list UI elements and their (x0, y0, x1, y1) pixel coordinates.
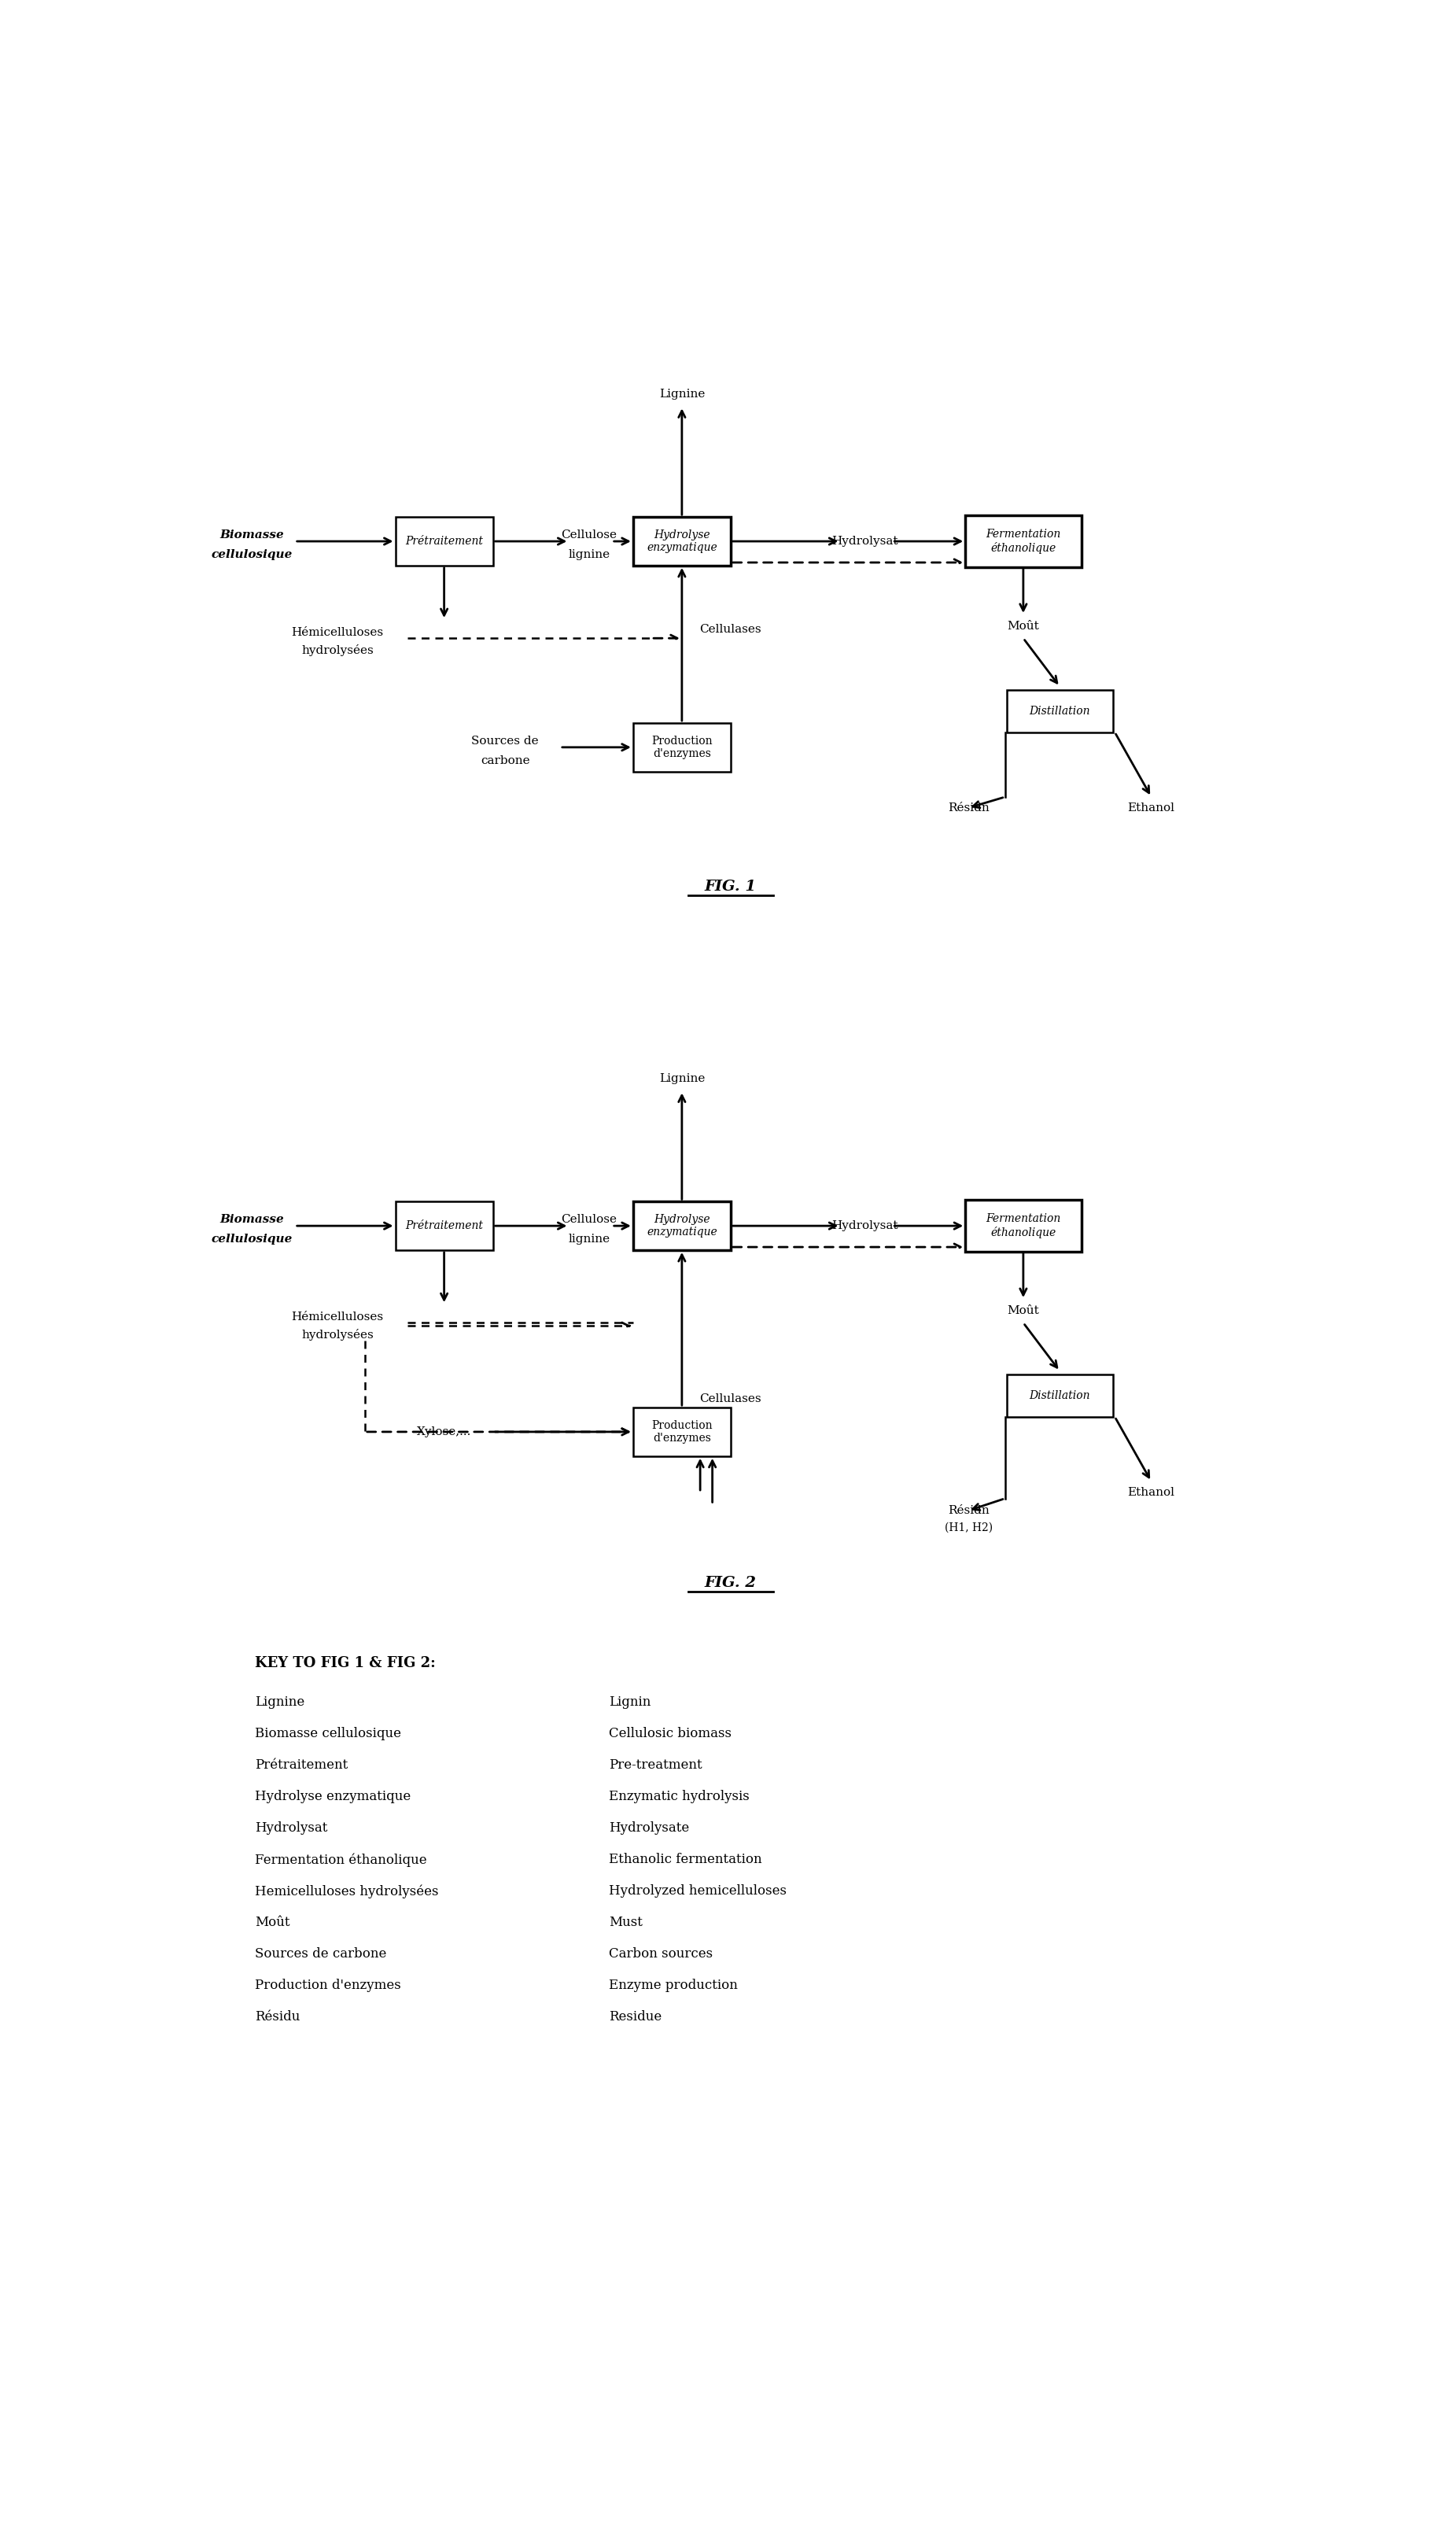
Text: Résidn: Résidn (948, 1505, 989, 1515)
Text: Hydrolyzed hemicelluloses: Hydrolyzed hemicelluloses (609, 1884, 786, 1899)
Text: Fermentation
éthanolique: Fermentation éthanolique (986, 529, 1061, 554)
Text: cellulosique: cellulosique (211, 1233, 293, 1246)
Text: Prétraitement: Prétraitement (255, 1759, 348, 1772)
Text: Prétraitement: Prétraitement (405, 1220, 483, 1230)
Text: Production d'enzymes: Production d'enzymes (255, 1978, 402, 1993)
Text: Cellulases: Cellulases (700, 623, 761, 636)
Text: (H1, H2): (H1, H2) (945, 1523, 993, 1533)
Text: Hydrolysat: Hydrolysat (255, 1823, 328, 1835)
Text: Résidn: Résidn (948, 803, 989, 813)
FancyBboxPatch shape (1006, 689, 1114, 732)
Text: KEY TO FIG 1 & FIG 2:: KEY TO FIG 1 & FIG 2: (255, 1655, 435, 1670)
FancyBboxPatch shape (965, 1200, 1082, 1251)
Text: Cellulosic biomass: Cellulosic biomass (609, 1726, 731, 1741)
Text: Hydrolyse
enzymatique: Hydrolyse enzymatique (646, 529, 718, 554)
Text: Hémicelluloses: Hémicelluloses (291, 1312, 383, 1322)
Text: Lignine: Lignine (660, 1073, 705, 1083)
FancyBboxPatch shape (633, 516, 731, 564)
Text: Sources de carbone: Sources de carbone (255, 1947, 387, 1960)
Text: Must: Must (609, 1917, 642, 1929)
Text: Ethanol: Ethanol (1128, 1487, 1175, 1497)
Text: Prétraitement: Prétraitement (405, 536, 483, 547)
Text: Production
d'enzymes: Production d'enzymes (651, 735, 712, 760)
Text: Lignine: Lignine (660, 389, 705, 399)
Text: Hémicelluloses: Hémicelluloses (291, 628, 383, 638)
Text: Production
d'enzymes: Production d'enzymes (651, 1421, 712, 1444)
Text: Ethanolic fermentation: Ethanolic fermentation (609, 1853, 761, 1866)
Text: Lignin: Lignin (609, 1696, 651, 1708)
Text: Hydrolysat: Hydrolysat (831, 1220, 898, 1230)
Text: Residue: Residue (609, 2011, 661, 2023)
Text: Enzymatic hydrolysis: Enzymatic hydrolysis (609, 1790, 750, 1802)
Text: Fermentation
éthanolique: Fermentation éthanolique (986, 1213, 1061, 1238)
Text: cellulosique: cellulosique (211, 549, 293, 559)
Text: Hydrolysat: Hydrolysat (831, 536, 898, 547)
Text: carbone: carbone (480, 755, 530, 765)
Text: lignine: lignine (568, 549, 610, 559)
FancyBboxPatch shape (633, 722, 731, 773)
Text: Cellulose: Cellulose (562, 529, 617, 541)
Text: Biomasse cellulosique: Biomasse cellulosique (255, 1726, 402, 1741)
Text: Distillation: Distillation (1029, 707, 1091, 717)
Text: Résidu: Résidu (255, 2011, 300, 2023)
Text: FIG. 2: FIG. 2 (705, 1576, 757, 1591)
Text: FIG. 1: FIG. 1 (705, 880, 757, 895)
Text: Fermentation éthanolique: Fermentation éthanolique (255, 1853, 427, 1866)
Text: Hemicelluloses hydrolysées: Hemicelluloses hydrolysées (255, 1884, 438, 1899)
Text: Moût: Moût (1008, 620, 1040, 630)
Text: Moût: Moût (1008, 1304, 1040, 1317)
Text: Hydrolyse enzymatique: Hydrolyse enzymatique (255, 1790, 411, 1802)
Text: Cellulases: Cellulases (700, 1393, 761, 1403)
Text: Hydrolysate: Hydrolysate (609, 1823, 689, 1835)
Text: Carbon sources: Carbon sources (609, 1947, 712, 1960)
FancyBboxPatch shape (396, 516, 494, 564)
Text: hydrolysées: hydrolysées (301, 1329, 374, 1340)
Text: hydrolysées: hydrolysées (301, 646, 374, 656)
FancyBboxPatch shape (633, 1202, 731, 1251)
Text: Ethanol: Ethanol (1128, 803, 1175, 813)
Text: lignine: lignine (568, 1233, 610, 1246)
FancyBboxPatch shape (965, 516, 1082, 567)
Text: Pre-treatment: Pre-treatment (609, 1759, 702, 1772)
Text: Biomasse: Biomasse (220, 529, 284, 541)
Text: Hydrolyse
enzymatique: Hydrolyse enzymatique (646, 1215, 718, 1238)
FancyBboxPatch shape (1006, 1375, 1114, 1416)
FancyBboxPatch shape (633, 1408, 731, 1457)
Text: Moût: Moût (255, 1917, 290, 1929)
Text: Enzyme production: Enzyme production (609, 1978, 738, 1993)
Text: Lignine: Lignine (255, 1696, 304, 1708)
Text: Cellulose: Cellulose (562, 1215, 617, 1225)
FancyBboxPatch shape (396, 1202, 494, 1251)
Text: Sources de: Sources de (472, 735, 539, 747)
Text: Xylose,...: Xylose,... (416, 1426, 472, 1436)
Text: Distillation: Distillation (1029, 1390, 1091, 1401)
Text: Biomasse: Biomasse (220, 1215, 284, 1225)
